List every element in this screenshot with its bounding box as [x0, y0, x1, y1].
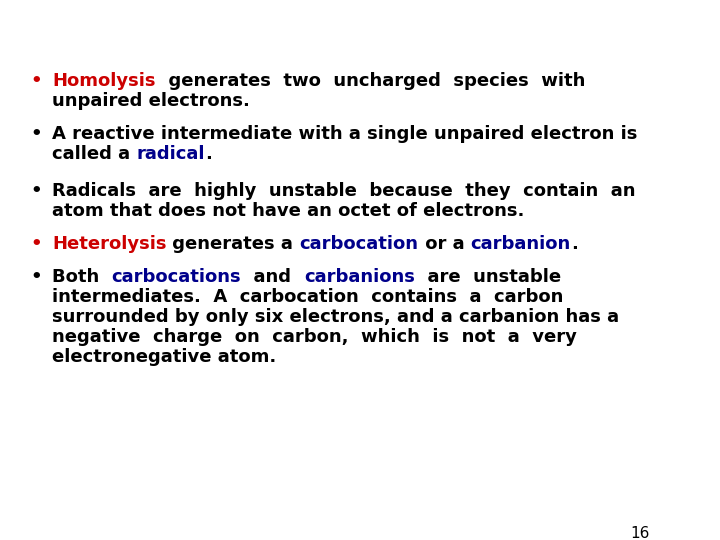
- Text: radical: radical: [136, 145, 205, 163]
- Text: Heterolysis: Heterolysis: [52, 235, 166, 253]
- Text: generates  two  uncharged  species  with: generates two uncharged species with: [156, 72, 585, 90]
- Text: carbanions: carbanions: [304, 268, 415, 286]
- Text: surrounded by only six electrons, and a carbanion has a: surrounded by only six electrons, and a …: [52, 308, 619, 326]
- Text: .: .: [205, 145, 212, 163]
- Text: generates a: generates a: [166, 235, 300, 253]
- Text: or a: or a: [418, 235, 470, 253]
- Text: •: •: [30, 182, 42, 200]
- Text: A reactive intermediate with a single unpaired electron is: A reactive intermediate with a single un…: [52, 125, 637, 143]
- Text: atom that does not have an octet of electrons.: atom that does not have an octet of elec…: [52, 202, 524, 220]
- Text: carbanion: carbanion: [470, 235, 571, 253]
- Text: and: and: [241, 268, 304, 286]
- Text: •: •: [30, 72, 42, 90]
- Text: •: •: [30, 235, 42, 253]
- Text: called a: called a: [52, 145, 136, 163]
- Text: •: •: [30, 268, 42, 286]
- Text: intermediates.  A  carbocation  contains  a  carbon: intermediates. A carbocation contains a …: [52, 288, 563, 306]
- Text: electronegative atom.: electronegative atom.: [52, 348, 276, 366]
- Text: carbocations: carbocations: [112, 268, 241, 286]
- Text: •: •: [30, 125, 42, 143]
- Text: Homolysis: Homolysis: [52, 72, 156, 90]
- Text: .: .: [571, 235, 577, 253]
- Text: carbocation: carbocation: [300, 235, 418, 253]
- Text: 16: 16: [630, 526, 649, 540]
- Text: Both: Both: [52, 268, 112, 286]
- Text: Radicals  are  highly  unstable  because  they  contain  an: Radicals are highly unstable because the…: [52, 182, 636, 200]
- Text: negative  charge  on  carbon,  which  is  not  a  very: negative charge on carbon, which is not …: [52, 328, 577, 346]
- Text: are  unstable: are unstable: [415, 268, 561, 286]
- Text: unpaired electrons.: unpaired electrons.: [52, 92, 250, 110]
